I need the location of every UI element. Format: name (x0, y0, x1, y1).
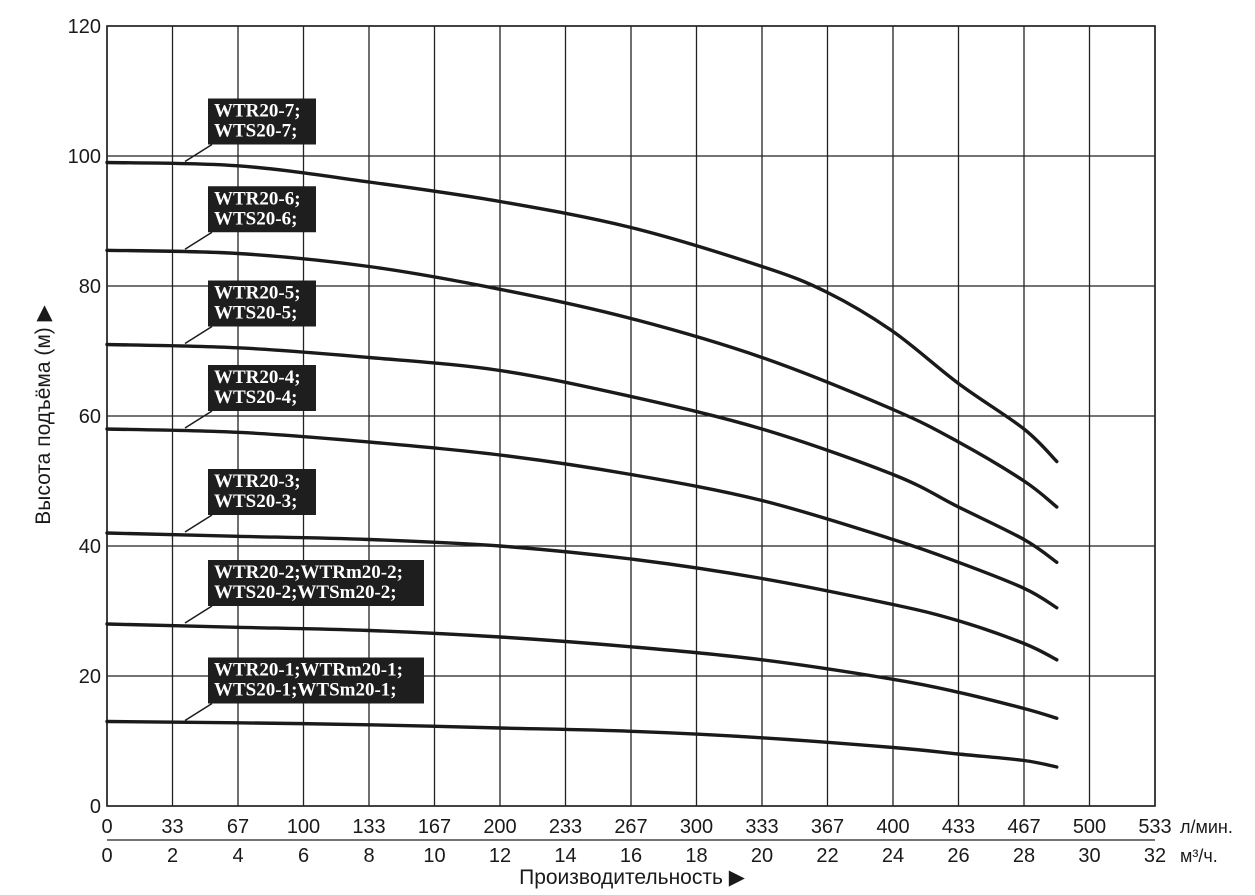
x-tick-label-primary: 0 (101, 816, 112, 838)
y-tick-label: 120 (68, 16, 101, 38)
x-tick-label-secondary: 4 (232, 845, 243, 867)
series-curve (105, 427, 1059, 610)
x-tick-label-secondary: 0 (101, 845, 112, 867)
x-tick-label-secondary: 24 (882, 845, 904, 867)
x-axis-title: Производительность ▶ (519, 866, 746, 889)
x-tick-label-primary: 300 (680, 816, 713, 838)
x-tick-label-primary: 233 (549, 816, 582, 838)
label-box (208, 469, 316, 515)
series-label: WTR20-5;WTS20-5; (184, 280, 316, 345)
label-box (208, 657, 424, 704)
y-tick-label: 60 (79, 406, 101, 428)
x-tick-label-primary: 167 (418, 816, 451, 838)
x-tick-label-secondary: 30 (1078, 845, 1100, 867)
series-curve (105, 160, 1059, 464)
x-tick-label-secondary: 18 (685, 845, 707, 867)
x-tick-label-primary: 67 (227, 816, 249, 838)
series-curve (105, 531, 1059, 662)
x-tick-label-secondary: 2 (167, 845, 178, 867)
label-leader-line (184, 325, 213, 345)
series-name: WTR20-3; (214, 471, 301, 492)
series-name: WTR20-2;WTRm20-2; (214, 562, 403, 583)
series-label: WTR20-4;WTS20-4; (184, 365, 316, 429)
x-tick-label-primary: 533 (1138, 816, 1171, 838)
label-box (208, 365, 316, 411)
x-tick-label-primary: 333 (745, 816, 778, 838)
label-leader-line (184, 231, 213, 250)
x-tick-label-primary: 467 (1007, 816, 1040, 838)
x-tick-label-secondary: 10 (423, 845, 445, 867)
series-label: WTR20-2;WTRm20-2;WTS20-2;WTSm20-2; (184, 560, 424, 624)
label-leader-line (184, 410, 213, 429)
series-name: WTR20-7; (214, 101, 301, 122)
series-label: WTR20-6;WTS20-6; (184, 186, 316, 250)
label-box (208, 560, 424, 606)
label-box (208, 280, 316, 327)
x-tick-label-secondary: 8 (363, 845, 374, 867)
series-name: WTR20-1;WTRm20-1; (214, 660, 403, 681)
series-labels: WTR20-7;WTS20-7; WTR20-6;WTS20-6; WTR20-5;… (184, 98, 424, 722)
series-name: WTS20-1;WTSm20-1; (214, 680, 397, 701)
x-tick-label-secondary: 26 (947, 845, 969, 867)
series-name: WTR20-5; (214, 283, 301, 304)
x-tick-label-secondary: 16 (620, 845, 642, 867)
x-tick-label-secondary: 32 (1144, 845, 1166, 867)
label-box (208, 186, 316, 233)
x-tick-label-primary: 133 (352, 816, 385, 838)
series-name: WTR20-4; (214, 367, 301, 388)
series-name: WTS20-2;WTSm20-2; (214, 582, 397, 603)
series-curve (105, 622, 1059, 720)
x-tick-label-secondary: 20 (751, 845, 773, 867)
x-tick-label-primary: 33 (161, 816, 183, 838)
series-curves (105, 160, 1059, 769)
series-label: WTR20-7;WTS20-7; (184, 98, 316, 163)
series-label: WTR20-1;WTRm20-1;WTS20-1;WTSm20-1; (184, 657, 424, 722)
series-name: WTR20-6; (214, 188, 301, 209)
plot-frame (106, 25, 1156, 807)
x-unit-primary: л/мин. (1180, 817, 1233, 837)
x-tick-label-primary: 200 (483, 816, 516, 838)
x-tick-label-primary: 400 (876, 816, 909, 838)
series-curve (105, 342, 1059, 564)
x-tick-label-primary: 433 (942, 816, 975, 838)
series-label: WTR20-3;WTS20-3; (184, 469, 316, 533)
y-axis-title: Высота подъёма (м) ▶ (32, 304, 55, 524)
y-tick-label: 20 (79, 666, 101, 688)
y-tick-label: 0 (90, 796, 101, 818)
series-curve (105, 248, 1059, 509)
series-name: WTS20-6; (214, 208, 297, 229)
x-tick-label-primary: 267 (614, 816, 647, 838)
series-curve (105, 719, 1059, 769)
y-tick-label: 100 (68, 146, 101, 168)
y-tick-label: 40 (79, 536, 101, 558)
label-leader-line (184, 143, 213, 163)
x-tick-label-secondary: 12 (489, 845, 511, 867)
series-name: WTS20-5; (214, 303, 297, 324)
x-unit-secondary: м³/ч. (1180, 846, 1218, 866)
label-leader-line (184, 514, 213, 533)
y-tick-label: 80 (79, 276, 101, 298)
x-tick-label-secondary: 22 (816, 845, 838, 867)
series-name: WTS20-4; (214, 387, 297, 408)
series-name: WTS20-7; (214, 121, 297, 142)
x-tick-label-primary: 500 (1073, 816, 1106, 838)
series-name: WTS20-3; (214, 491, 297, 512)
x-tick-label-secondary: 14 (554, 845, 576, 867)
label-leader-line (184, 605, 213, 624)
x-tick-label-secondary: 28 (1013, 845, 1035, 867)
label-box (208, 98, 316, 145)
x-tick-label-primary: 100 (287, 816, 320, 838)
x-tick-label-secondary: 6 (298, 845, 309, 867)
x-tick-label-primary: 367 (811, 816, 844, 838)
label-leader-line (184, 702, 213, 722)
